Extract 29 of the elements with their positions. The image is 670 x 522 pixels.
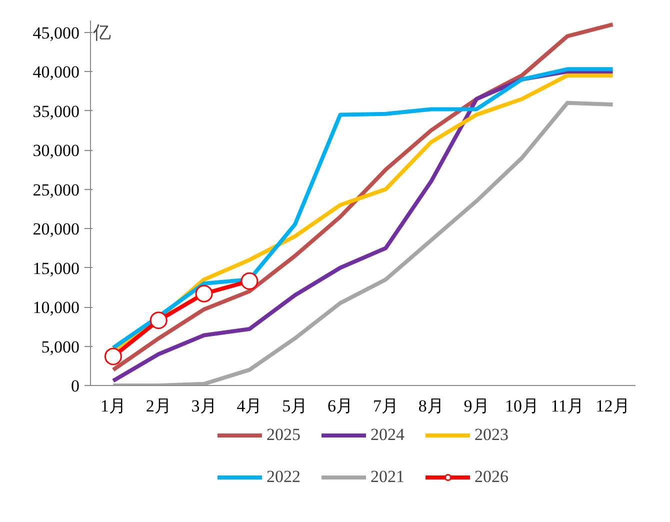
x-tick-label: 8月 bbox=[418, 396, 444, 416]
x-tick-label: 4月 bbox=[236, 396, 262, 416]
y-tick-label: 5,000 bbox=[41, 337, 80, 356]
x-tick-label: 5月 bbox=[282, 396, 308, 416]
y-tick-label: 45,000 bbox=[32, 23, 80, 42]
legend-label: 2023 bbox=[474, 424, 508, 446]
x-tick-label: 6月 bbox=[328, 396, 354, 416]
x-tick-label: 9月 bbox=[464, 396, 490, 416]
y-axis-title: 亿 bbox=[92, 22, 111, 42]
y-tick-label: 20,000 bbox=[32, 220, 80, 239]
legend-label: 2022 bbox=[266, 466, 300, 488]
x-tick-label: 2月 bbox=[146, 396, 172, 416]
x-tick-label: 1月 bbox=[100, 396, 126, 416]
x-tick-label: 10月 bbox=[504, 396, 539, 416]
legend-label: 2024 bbox=[370, 424, 404, 446]
legend-label: 2025 bbox=[266, 424, 300, 446]
y-tick-label: 10,000 bbox=[32, 298, 80, 318]
y-tick-label: 40,000 bbox=[32, 62, 80, 82]
y-tick-label: 30,000 bbox=[32, 141, 80, 160]
x-tick-label: 12月 bbox=[596, 396, 630, 416]
legend-label: 2026 bbox=[474, 466, 508, 488]
x-tick-label: 11月 bbox=[550, 396, 584, 416]
x-tick-label: 7月 bbox=[372, 396, 398, 416]
y-tick-label: 0 bbox=[71, 376, 80, 396]
legend-label: 2021 bbox=[370, 466, 404, 488]
y-tick-label: 35,000 bbox=[32, 102, 80, 121]
x-tick-label: 3月 bbox=[191, 396, 217, 416]
y-tick-label: 25,000 bbox=[32, 180, 80, 200]
y-tick-label: 15,000 bbox=[32, 258, 80, 278]
